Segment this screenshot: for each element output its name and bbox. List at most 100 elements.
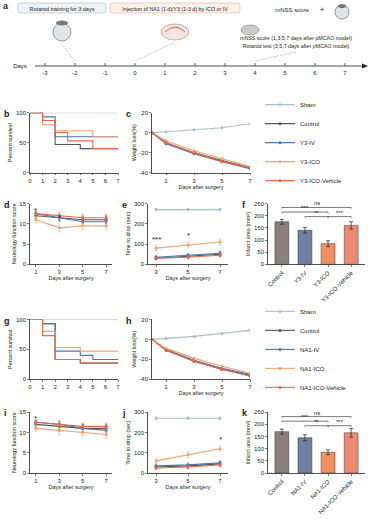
svg-text:**: ** — [314, 419, 319, 425]
svg-text:Time to drop (sec): Time to drop (sec) — [125, 420, 131, 465]
svg-text:150: 150 — [254, 225, 265, 231]
svg-text:3: 3 — [58, 269, 62, 275]
svg-text:0: 0 — [141, 261, 145, 267]
svg-text:-3: -3 — [42, 70, 48, 76]
svg-text:Days after surgery: Days after surgery — [49, 484, 94, 490]
svg-text:0: 0 — [261, 261, 265, 267]
svg-text:b: b — [4, 109, 10, 119]
svg-text:-40: -40 — [139, 376, 148, 382]
svg-text:e: e — [122, 200, 127, 210]
svg-text:1: 1 — [41, 178, 45, 184]
svg-text:c: c — [126, 109, 131, 119]
svg-text:Neurology function score: Neurology function score — [11, 204, 17, 265]
svg-text:100: 100 — [254, 446, 265, 452]
svg-text:5: 5 — [81, 269, 85, 275]
svg-text:*: * — [34, 414, 37, 423]
svg-text:4: 4 — [253, 70, 257, 76]
svg-text:2: 2 — [53, 384, 57, 390]
svg-text:20: 20 — [141, 110, 148, 116]
svg-text:1: 1 — [41, 384, 45, 390]
svg-text:Control: Control — [300, 328, 319, 334]
svg-text:Days after surgery: Days after surgery — [166, 275, 211, 281]
svg-text:7: 7 — [116, 384, 120, 390]
svg-text:d: d — [4, 200, 10, 210]
svg-text:100: 100 — [16, 317, 27, 323]
svg-text:-1: -1 — [102, 70, 108, 76]
svg-text:Days: Days — [13, 63, 27, 69]
svg-text:-40: -40 — [139, 170, 148, 176]
svg-text:50: 50 — [257, 249, 264, 255]
svg-text:0: 0 — [141, 470, 145, 476]
svg-text:Y3-ICO-Vehicle: Y3-ICO-Vehicle — [320, 269, 354, 303]
svg-text:Control: Control — [300, 121, 319, 127]
svg-text:Infarct area (mm²): Infarct area (mm²) — [245, 212, 251, 256]
svg-text:***: *** — [301, 414, 309, 420]
svg-text:250: 250 — [254, 201, 265, 207]
svg-text:7: 7 — [343, 70, 347, 76]
svg-text:4: 4 — [79, 178, 83, 184]
svg-text:Control: Control — [267, 479, 285, 497]
svg-text:k: k — [242, 408, 248, 418]
svg-text:100: 100 — [16, 110, 27, 116]
svg-text:Days after surgery: Days after surgery — [179, 390, 224, 396]
svg-text:0: 0 — [261, 470, 265, 476]
svg-text:Time to drop (sec): Time to drop (sec) — [125, 212, 131, 257]
svg-text:1: 1 — [163, 70, 167, 76]
svg-text:-20: -20 — [139, 356, 148, 362]
svg-text:5: 5 — [186, 269, 190, 275]
svg-text:1: 1 — [34, 269, 38, 275]
svg-text:0: 0 — [145, 336, 149, 342]
svg-text:3: 3 — [192, 384, 196, 390]
svg-text:5: 5 — [220, 384, 224, 390]
svg-text:50: 50 — [257, 458, 264, 464]
svg-text:f: f — [242, 200, 246, 210]
svg-text:0: 0 — [28, 384, 32, 390]
svg-text:7: 7 — [218, 478, 222, 484]
svg-text:Infarct area (mm²): Infarct area (mm²) — [245, 420, 251, 464]
svg-text:-2: -2 — [72, 70, 78, 76]
svg-text:*: * — [187, 231, 190, 240]
svg-text:Y3-ICO: Y3-ICO — [312, 270, 331, 289]
svg-text:7: 7 — [248, 178, 252, 184]
svg-text:Rotarod training for 3 days: Rotarod training for 3 days — [30, 6, 95, 12]
svg-text:Percent survival: Percent survival — [7, 330, 13, 369]
svg-text:6: 6 — [313, 70, 317, 76]
svg-text:7: 7 — [116, 178, 120, 184]
svg-text:5: 5 — [81, 478, 85, 484]
svg-text:NA1-ICO: NA1-ICO — [300, 366, 325, 372]
svg-text:Days after surgery: Days after surgery — [179, 184, 224, 190]
svg-text:Neurology function score: Neurology function score — [11, 412, 17, 473]
svg-text:i: i — [4, 408, 7, 418]
svg-text:15: 15 — [19, 201, 26, 207]
svg-text:5: 5 — [23, 241, 27, 247]
svg-text:**: ** — [314, 210, 319, 216]
svg-text:+: + — [320, 5, 325, 14]
svg-text:Y3-IV: Y3-IV — [293, 270, 308, 285]
svg-text:5: 5 — [23, 450, 27, 456]
svg-text:j: j — [122, 408, 126, 418]
svg-text:150: 150 — [254, 434, 265, 440]
svg-text:3: 3 — [66, 178, 70, 184]
svg-text:4: 4 — [79, 384, 83, 390]
svg-text:100: 100 — [134, 450, 145, 456]
svg-text:6: 6 — [104, 384, 108, 390]
svg-text:5: 5 — [283, 70, 287, 76]
svg-text:***: *** — [152, 235, 161, 244]
svg-text:Rotarod test (3,5,7 days after: Rotarod test (3,5,7 days after pMCAO mod… — [243, 43, 350, 49]
svg-text:NA1-IV: NA1-IV — [300, 347, 319, 353]
svg-text:3: 3 — [154, 478, 158, 484]
svg-text:0: 0 — [28, 178, 32, 184]
svg-text:1: 1 — [164, 384, 168, 390]
svg-text:2: 2 — [193, 70, 197, 76]
svg-text:***: *** — [336, 210, 344, 216]
svg-text:mNSS score (1,3,5,7 days after: mNSS score (1,3,5,7 days after pMCAO mod… — [240, 35, 352, 41]
svg-text:0: 0 — [23, 261, 27, 267]
svg-text:7: 7 — [248, 384, 252, 390]
svg-text:10: 10 — [19, 221, 26, 227]
svg-text:Control: Control — [267, 270, 285, 288]
svg-text:Sham: Sham — [300, 309, 316, 315]
svg-text:200: 200 — [254, 421, 265, 427]
svg-text:7: 7 — [104, 478, 108, 484]
svg-text:***: *** — [336, 419, 344, 425]
svg-text:a: a — [3, 1, 9, 11]
